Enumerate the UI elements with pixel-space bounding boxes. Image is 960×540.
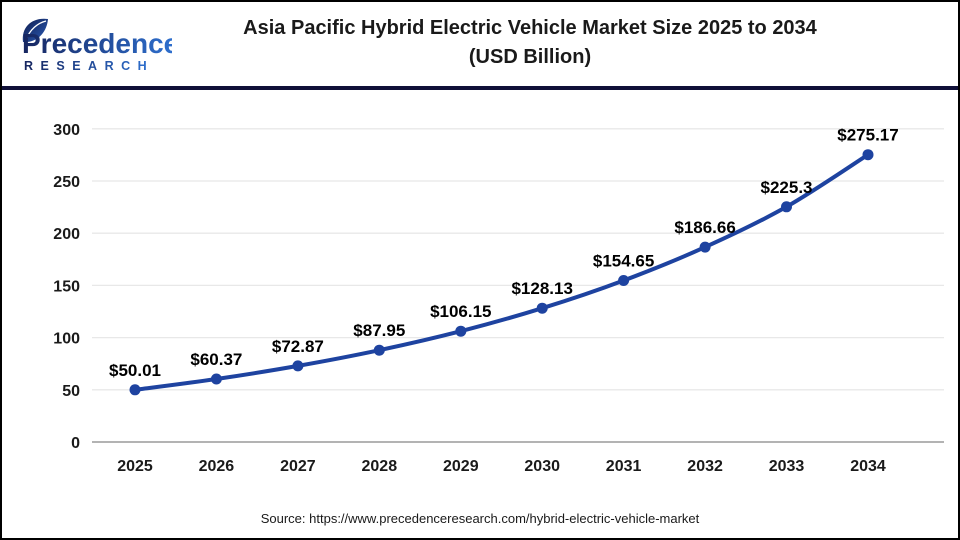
data-point-label: $275.17 bbox=[837, 126, 898, 145]
y-tick-label: 200 bbox=[53, 226, 80, 243]
x-tick-label: 2032 bbox=[687, 458, 723, 475]
leaf-icon bbox=[22, 18, 48, 42]
data-point-label: $186.66 bbox=[674, 218, 735, 237]
x-tick-label: 2026 bbox=[199, 458, 235, 475]
market-size-line-chart: 0 50 100 150 200 250 300 2025 2026 2027 2028 2029 20… bbox=[53, 122, 944, 475]
data-point bbox=[292, 360, 304, 372]
y-tick-label: 100 bbox=[53, 331, 80, 348]
data-point bbox=[210, 373, 222, 385]
y-tick-label: 0 bbox=[71, 435, 80, 452]
chart-title: Asia Pacific Hybrid Electric Vehicle Mar… bbox=[102, 14, 958, 72]
x-tick-label: 2033 bbox=[769, 458, 805, 475]
source-text: Source: https://www.precedenceresearch.c… bbox=[260, 510, 700, 526]
data-point bbox=[699, 241, 711, 253]
data-point-label: $154.65 bbox=[593, 252, 654, 271]
data-point bbox=[129, 384, 141, 396]
header: Precedence RESEARCH Asia Pacific Hybrid … bbox=[2, 2, 958, 86]
data-point bbox=[618, 275, 630, 286]
data-point bbox=[373, 344, 385, 356]
x-tick-label: 2027 bbox=[280, 458, 316, 475]
data-point-label: $60.37 bbox=[190, 350, 242, 369]
data-point-label: $87.95 bbox=[353, 321, 405, 340]
logo-name-text: Precedence bbox=[22, 28, 172, 59]
x-tick-label: 2025 bbox=[117, 458, 153, 475]
y-tick-label: 150 bbox=[53, 278, 80, 295]
header-divider bbox=[2, 86, 958, 90]
leaf-vein bbox=[25, 20, 47, 41]
data-point bbox=[536, 302, 548, 314]
chart-title-line1: Asia Pacific Hybrid Electric Vehicle Mar… bbox=[243, 17, 817, 39]
precedence-research-logo: Precedence RESEARCH bbox=[22, 18, 172, 73]
data-point bbox=[781, 201, 792, 213]
chart-title-line2: (USD Billion) bbox=[468, 46, 592, 68]
y-tick-label: 300 bbox=[53, 122, 80, 139]
data-point-label: $106.15 bbox=[430, 302, 491, 321]
data-point-label: $50.01 bbox=[109, 361, 161, 380]
x-tick-label: 2031 bbox=[606, 458, 642, 475]
logo-sub-text: RESEARCH bbox=[24, 59, 154, 73]
y-tick-label: 250 bbox=[53, 174, 80, 191]
data-point bbox=[455, 325, 467, 337]
y-tick-label: 50 bbox=[62, 383, 80, 400]
chart-area: 0 50 100 150 200 250 300 2025 2026 2027 2028 2029 20… bbox=[2, 90, 958, 498]
footer: Source: https://www.precedenceresearch.c… bbox=[2, 498, 958, 538]
x-tick-label: 2028 bbox=[362, 458, 398, 475]
data-point-label: $225.3 bbox=[761, 178, 813, 197]
data-point-label: $128.13 bbox=[511, 279, 572, 298]
x-tick-label: 2030 bbox=[524, 458, 560, 475]
data-point-label: $72.87 bbox=[272, 337, 324, 356]
x-tick-label: 2034 bbox=[850, 458, 886, 475]
data-point bbox=[862, 149, 874, 161]
trend-line bbox=[133, 152, 870, 392]
x-tick-label: 2029 bbox=[443, 458, 479, 475]
